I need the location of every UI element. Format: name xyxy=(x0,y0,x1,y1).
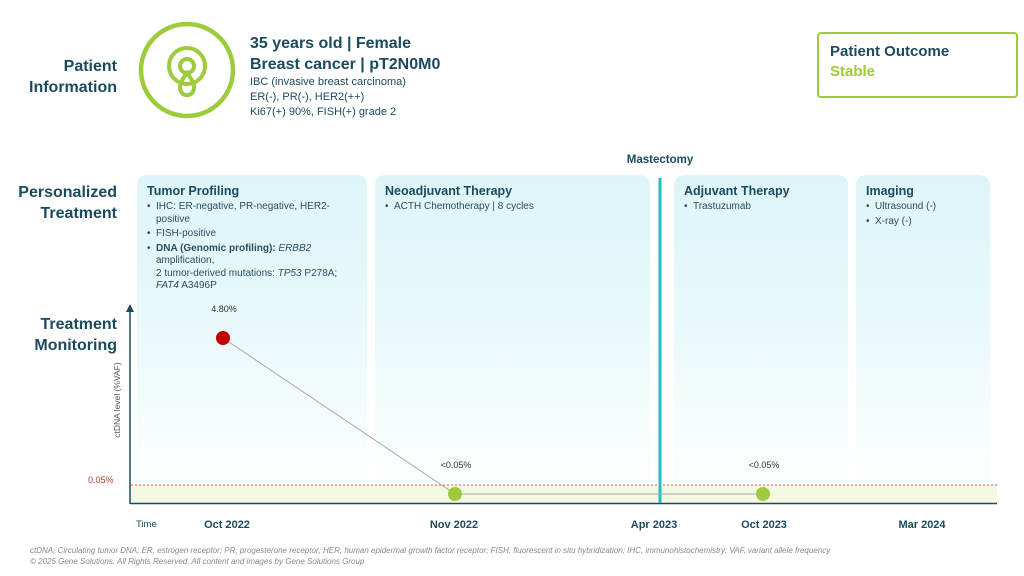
y-axis-arrow xyxy=(126,304,134,312)
card-title: Imaging xyxy=(866,184,914,198)
outcome-value: Stable xyxy=(830,63,876,80)
footnote-copyright: © 2025 Gene Solutions. All Rights Reserv… xyxy=(30,557,365,566)
patient-detail: Ki67(+) 90%, FISH(+) grade 2 xyxy=(250,106,397,118)
ribbon-icon xyxy=(138,21,236,119)
card-neoadjuvant-therapy: Neoadjuvant Therapy ACTH Chemotherapy | … xyxy=(375,175,650,505)
tick-label: Apr 2023 xyxy=(630,519,678,531)
patient-age-sex: 35 years old | Female xyxy=(250,35,412,52)
tick-label: Oct 2023 xyxy=(741,519,787,531)
card-tumor-profiling: Tumor Profiling IHC: ER-negative, PR-neg… xyxy=(137,175,367,505)
card-imaging: Imaging Ultrasound (-) X-ray (-) xyxy=(856,175,990,505)
mastectomy-label: Mastectomy xyxy=(626,154,694,166)
patient-information-label: Patient Information xyxy=(29,58,117,96)
data-label: <0.05% xyxy=(749,460,780,470)
tick-label: Nov 2022 xyxy=(429,519,479,531)
patient-diagnosis: Breast cancer | pT2N0M0 xyxy=(250,56,441,73)
patient-summary: 35 years old | Female Breast cancer | pT… xyxy=(250,33,440,120)
patient-detail: IBC (invasive breast carcinoma) xyxy=(250,76,406,88)
treatment-monitoring-label: Treatment Monitoring xyxy=(34,316,117,354)
tick-label: Mar 2024 xyxy=(898,519,946,531)
tick-label: Oct 2022 xyxy=(204,519,250,531)
patient-outcome-box: Patient Outcome Stable xyxy=(817,32,1018,98)
card-adjuvant-therapy: Adjuvant Therapy Trastuzumab xyxy=(674,175,848,505)
personalized-treatment-label: Personalized Treatment xyxy=(18,184,117,222)
data-label: 4.80% xyxy=(211,304,237,314)
data-point xyxy=(216,331,230,345)
card-title: Neoadjuvant Therapy xyxy=(385,184,513,198)
card-item: IHC: ER-negative, PR-negative, HER2-posi… xyxy=(147,201,357,226)
data-label: <0.05% xyxy=(441,460,472,470)
data-point xyxy=(756,487,770,501)
card-item: X-ray (-) xyxy=(866,216,980,229)
y-axis-label: ctDNA level (%VAF) xyxy=(112,362,122,438)
x-axis-label: Time xyxy=(136,519,157,530)
card-item: Trastuzumab xyxy=(684,201,838,214)
card-title: Tumor Profiling xyxy=(147,184,240,198)
footnote-abbreviations: ctDNA, Circulating tumor DNA; ER, estrog… xyxy=(30,546,831,555)
card-item-dna: DNA (Genomic profiling): ERBB2 amplifica… xyxy=(147,243,357,293)
threshold-label: 0.05% xyxy=(88,475,114,485)
card-title: Adjuvant Therapy xyxy=(684,184,790,198)
outcome-label: Patient Outcome xyxy=(830,43,950,60)
patient-detail: ER(-), PR(-), HER2(++) xyxy=(250,91,365,103)
data-point xyxy=(448,487,462,501)
card-item: Ultrasound (-) xyxy=(866,201,980,214)
ctdna-trend-line xyxy=(222,337,763,495)
card-item: ACTH Chemotherapy | 8 cycles xyxy=(385,201,640,214)
card-item: FISH-positive xyxy=(147,228,357,241)
